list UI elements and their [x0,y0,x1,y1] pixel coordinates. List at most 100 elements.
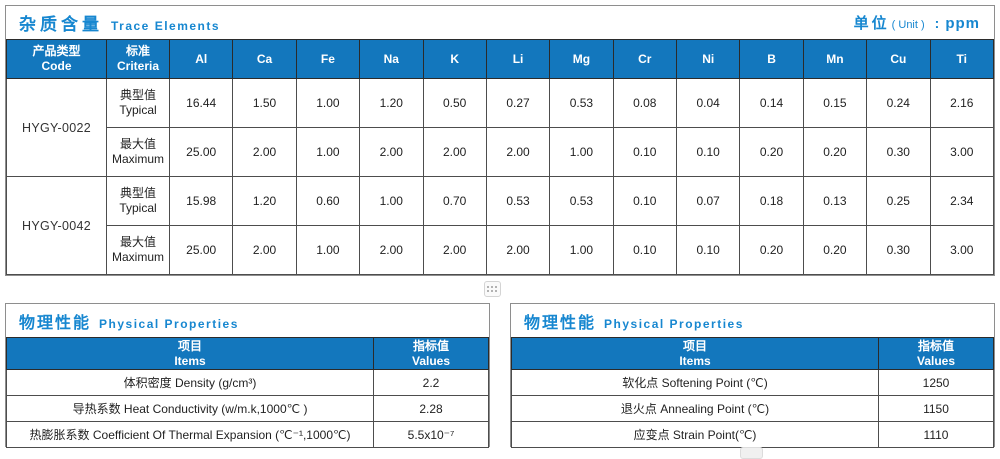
criteria-cell: 典型值 Typical [106,78,170,128]
trace-elements-tbody: HYGY-0022 典型值 Typical 16.44 1.50 1.00 1.20 0.50… [6,78,994,275]
trace-value-cell: 3.00 [929,127,994,177]
trace-value-cell: 1.00 [549,225,614,275]
trace-elements-table: 杂质含量 Trace Elements 单位 ( Unit ) : ppm 产品… [5,5,995,276]
trace-value-cell: 0.18 [739,176,804,226]
trace-value-cell: 0.24 [866,78,931,128]
trace-value-cell: 0.10 [675,225,741,275]
values-header-en: Values [916,353,956,368]
items-header-en: Items [174,353,206,368]
physical-property-row: 体积密度 Density (g/cm³) 2.2 [6,369,489,396]
property-value-cell: 2.28 [373,395,489,422]
trace-table-title-bar: 杂质含量 Trace Elements 单位 ( Unit ) : ppm [6,6,994,39]
element-column-header: Li [485,39,551,79]
unit-label-cn: 单位 [853,15,890,32]
trace-value-cell: 0.20 [802,127,868,177]
trace-value-cell: 1.20 [359,78,424,128]
trace-value-cell: 0.14 [739,78,804,128]
trace-value-cell: 1.00 [295,127,361,177]
trace-value-cell: 0.70 [422,176,487,226]
trace-value-cell: 0.13 [802,176,868,226]
physical-property-row: 退火点 Annealing Point (℃) 1150 [511,395,994,422]
physical-left-grid: 项目 Items 指标值 Values 体积密度 Density (g/cm³)… [6,337,489,448]
values-header-cn: 指标值 [917,338,954,353]
trace-value-cell: 0.20 [802,225,868,275]
trace-title-cn: 杂质含量 [19,15,103,34]
trace-row: HYGY-0042 典型值 Typical 15.98 1.20 0.60 1.00 0.70… [6,176,994,275]
element-column-header: Fe [295,39,361,79]
criteria-header-en: Criteria [116,59,160,73]
criteria-cell: 典型值 Typical [106,176,170,226]
unit-value: ppm [945,15,980,32]
trace-value-cell: 1.00 [295,78,361,128]
table-drag-handle-icon-partial[interactable] [740,447,763,459]
unit-label: 单位 ( Unit ) : ppm [854,12,980,33]
trace-value-cell: 3.00 [929,225,994,275]
physical-table-tbody: 软化点 Softening Point (℃) 1250 退火点 Annealing… [511,369,994,448]
trace-row: 最大值 Maximum 25.00 2.00 1.00 2.00 2.00 2.00 1.00 0… [7,225,994,275]
physical-right-title-bar: 物理性能 Physical Properties [511,304,994,337]
property-item-cell: 应变点 Strain Point(℃) [511,421,879,448]
six-dot-grid-icon [487,285,498,293]
trace-value-cell: 0.53 [549,176,614,226]
trace-value-cell: 0.10 [675,127,741,177]
trace-value-cell: 1.00 [359,176,424,226]
element-column-header: K [422,39,487,79]
trace-value-cell: 2.00 [359,127,424,177]
property-item-cell: 软化点 Softening Point (℃) [511,369,879,396]
physical-properties-table-left: 物理性能 Physical Properties 项目 Items 指标值 Va… [5,303,490,448]
trace-value-cell: 0.50 [422,78,487,128]
element-column-header: Cr [612,39,678,79]
trace-value-cell: 15.98 [168,176,234,226]
trace-value-cell: 16.44 [168,78,234,128]
unit-label-paren: ( Unit ) [891,19,925,31]
trace-value-cell: 0.10 [612,127,678,177]
criteria-header-cn: 标准 [125,44,150,58]
trace-elements-grid: 产品类型 Code 标准 Criteria Al Ca Fe Na K Li Mg Cr Ni B… [6,39,994,275]
property-item-cell: 体积密度 Density (g/cm³) [6,369,374,396]
physical-table-tbody: 体积密度 Density (g/cm³) 2.2 导热系数 Heat Conduct… [6,369,489,448]
physical-right-grid: 项目 Items 指标值 Values 软化点 Softening Point … [511,337,994,448]
items-header-en: Items [679,353,711,368]
element-column-header: Mn [802,39,868,79]
trace-value-cell: 2.00 [359,225,424,275]
physical-property-row: 应变点 Strain Point(℃) 1110 [511,421,994,448]
physical-right-title-cn: 物理性能 [524,314,597,332]
physical-left-title-en: Physical Properties [99,316,239,331]
element-column-header: Ti [929,39,994,79]
values-column-header: 指标值 Values [373,337,489,370]
trace-value-cell: 1.00 [549,127,614,177]
values-column-header: 指标值 Values [878,337,994,370]
trace-value-cell: 2.00 [422,225,487,275]
product-code-cell: HYGY-0022 [6,78,107,177]
trace-value-cell: 1.20 [232,176,297,226]
property-item-cell: 热膨胀系数 Coefficient Of Thermal Expansion (… [6,421,374,448]
trace-value-cell: 25.00 [168,127,234,177]
element-column-header: Cu [866,39,931,79]
property-value-cell: 1150 [878,395,994,422]
items-header-cn: 项目 [682,338,707,353]
physical-left-title-cn: 物理性能 [19,314,92,332]
table-drag-handle-icon[interactable] [484,281,501,297]
element-column-header: Ca [232,39,297,79]
items-header-cn: 项目 [177,338,202,353]
trace-value-cell: 0.25 [866,176,931,226]
element-column-header: Na [359,39,424,79]
physical-property-row: 热膨胀系数 Coefficient Of Thermal Expansion (… [6,421,489,448]
trace-value-cell: 0.27 [485,78,551,128]
trace-value-cell: 1.00 [295,225,361,275]
trace-value-cell: 2.16 [929,78,994,128]
property-item-cell: 退火点 Annealing Point (℃) [511,395,879,422]
trace-value-cell: 0.30 [866,225,931,275]
physical-right-title-en: Physical Properties [604,316,744,331]
physical-property-row: 导热系数 Heat Conductivity (w/m.k,1000℃ ) 2.2… [6,395,489,422]
physical-properties-table-right: 物理性能 Physical Properties 项目 Items 指标值 Va… [510,303,995,448]
trace-value-cell: 0.53 [485,176,551,226]
element-column-header: Mg [549,39,614,79]
trace-value-cell: 0.10 [612,176,678,226]
trace-value-cell: 0.20 [739,127,804,177]
trace-value-cell: 2.00 [485,127,551,177]
code-header-cn: 产品类型 [32,44,81,58]
trace-value-cell: 0.53 [549,78,614,128]
code-header-en: Code [41,59,72,73]
trace-value-cell: 0.08 [612,78,678,128]
